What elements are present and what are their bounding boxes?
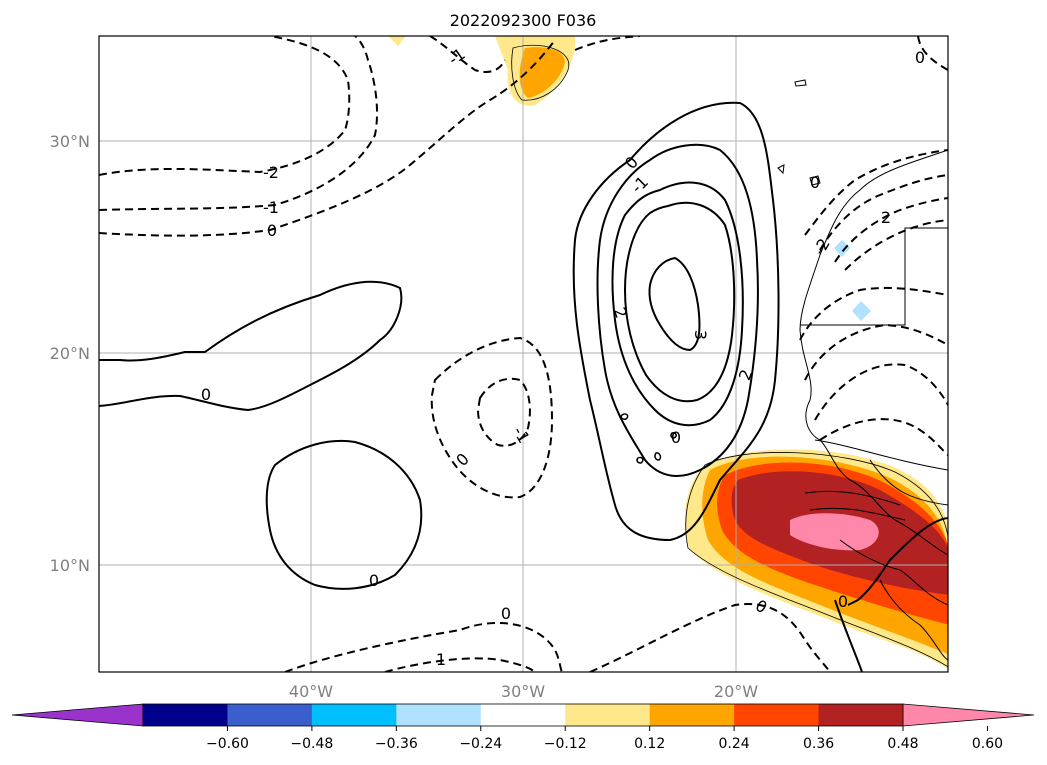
solid-contours bbox=[99, 101, 948, 672]
border-mauritania-south bbox=[814, 439, 948, 471]
lon-label-30w: 30°W bbox=[501, 682, 545, 701]
contour-label-b: -1 bbox=[263, 198, 279, 217]
contour-minus-two-east bbox=[819, 174, 948, 251]
contour-zero-west bbox=[99, 280, 403, 412]
contour-label-h: 0 bbox=[201, 385, 211, 404]
colorbar-tick-label: 0.48 bbox=[887, 736, 918, 752]
lat-label-30n: 30°N bbox=[50, 132, 90, 151]
colorbar-tick-label: −0.60 bbox=[206, 736, 249, 752]
lon-label-20w: 20°W bbox=[714, 682, 758, 701]
contour-four-center bbox=[648, 256, 701, 352]
colorbar-segment bbox=[227, 704, 313, 726]
contour-small-d bbox=[654, 452, 662, 461]
border-sierra-leone bbox=[879, 579, 948, 661]
contour-zero-center bbox=[572, 101, 780, 542]
contour-three-center bbox=[623, 201, 736, 403]
colorbar-tick-label: −0.48 bbox=[290, 736, 333, 752]
contour-minus-one-north-b bbox=[574, 36, 641, 51]
contour-label-a: -2 bbox=[263, 163, 279, 182]
contour-minus-one-northwest bbox=[99, 36, 378, 211]
contour-zero-northwest bbox=[99, 39, 556, 237]
colorbar-tick-label: 0.36 bbox=[803, 736, 834, 752]
contour-minus-two-northwest bbox=[99, 36, 351, 176]
colorbar-segment bbox=[143, 704, 228, 726]
contour-label-o: 1 bbox=[436, 650, 446, 669]
contour-small-a bbox=[620, 413, 629, 420]
dashed-contours bbox=[99, 36, 948, 672]
shade-north-pos-024 bbox=[519, 47, 565, 98]
map-panel: -2 -1 0 -1 0 2 -1 0 3 2 0 0 0 0 1 0 0 -1… bbox=[50, 35, 949, 701]
african-coast bbox=[799, 149, 948, 556]
contour-minus-one-south bbox=[384, 657, 536, 672]
canary-island-b bbox=[777, 164, 785, 175]
colorbar-tick-label: −0.24 bbox=[459, 736, 502, 752]
colorbar-extend-high bbox=[902, 703, 1035, 727]
colorbar-segment bbox=[396, 704, 482, 726]
colorbar-segment bbox=[311, 704, 397, 726]
contour-one-center bbox=[596, 143, 759, 477]
colorbar-segment bbox=[565, 704, 651, 726]
lat-label-10n: 10°N bbox=[50, 556, 90, 575]
shade-negative-012a bbox=[834, 240, 850, 257]
contour-labels: -2 -1 0 -1 0 2 -1 0 3 2 0 0 0 0 1 0 0 -1… bbox=[201, 44, 925, 669]
colorbar-segment bbox=[649, 704, 735, 726]
border-guinea bbox=[839, 539, 948, 606]
contour-label-u: 0 bbox=[671, 428, 681, 447]
contour-zero-south bbox=[284, 603, 831, 672]
contour-two-center bbox=[611, 181, 744, 427]
contour-small-b bbox=[636, 456, 644, 464]
colorbar-outline bbox=[142, 703, 904, 727]
contour-label-s: 2 bbox=[881, 208, 891, 227]
lat-label-20n: 20°N bbox=[50, 344, 90, 363]
contour-label-l: 0 bbox=[369, 571, 379, 590]
contour-label-v: 0 bbox=[810, 173, 820, 192]
colorbar-tick-label: 0.60 bbox=[972, 736, 1003, 752]
coastlines bbox=[511, 44, 948, 668]
lon-label-40w: 40°W bbox=[289, 682, 333, 701]
contour-label-i: 3 bbox=[691, 330, 710, 340]
contour-minus-one-mid bbox=[476, 377, 531, 447]
colorbar-segment bbox=[734, 704, 820, 726]
colorbar-segment bbox=[480, 704, 566, 726]
plot-title: 2022092300 F036 bbox=[450, 11, 597, 30]
colorbar-tick-label: −0.12 bbox=[544, 736, 587, 752]
border-senegal-gambia bbox=[804, 490, 906, 521]
shade-positive-060 bbox=[790, 513, 879, 551]
shade-outline-positive bbox=[685, 452, 948, 668]
contour-zero-southwest bbox=[265, 439, 423, 590]
contour-small-c bbox=[670, 432, 677, 439]
shade-negative-012b bbox=[852, 301, 871, 321]
contour-label-m: 0 bbox=[501, 604, 511, 623]
contour-label-c: 0 bbox=[267, 221, 277, 240]
contour-label-p: 0 bbox=[838, 592, 848, 611]
colorbar-extend-low bbox=[11, 703, 144, 727]
colorbar-tick-label: −0.36 bbox=[375, 736, 418, 752]
colorbar-tick-label: 0.12 bbox=[634, 736, 665, 752]
shade-north-pos-012b bbox=[388, 36, 406, 46]
contour-zero-ne-corner bbox=[917, 36, 948, 71]
gridlines bbox=[99, 36, 948, 672]
canary-island-c bbox=[809, 175, 821, 186]
colorbar-tick-label: 0.24 bbox=[719, 736, 750, 752]
contour-minus-east-low-b bbox=[804, 323, 948, 381]
border-western-sahara bbox=[800, 227, 948, 326]
contour-zero-africa bbox=[834, 517, 948, 672]
contour-minus-east-low-a bbox=[799, 286, 948, 341]
contour-minus-east-low-d bbox=[819, 418, 948, 456]
colorbar-segment bbox=[818, 704, 904, 726]
contour-minus-east-low-c bbox=[814, 363, 948, 421]
canary-island-a bbox=[794, 79, 807, 87]
contour-label-q: 0 bbox=[915, 48, 925, 67]
border-mali bbox=[869, 459, 948, 506]
colorbar: −0.60 −0.48 −0.36 −0.24 −0.12 0.12 0.24 0.36 0.4… bbox=[11, 703, 1035, 752]
contour-minus-three-east bbox=[834, 197, 948, 263]
map-frame bbox=[98, 35, 949, 673]
contour-minus-east-inner bbox=[844, 219, 948, 271]
contour-minus-one-north bbox=[429, 36, 506, 73]
